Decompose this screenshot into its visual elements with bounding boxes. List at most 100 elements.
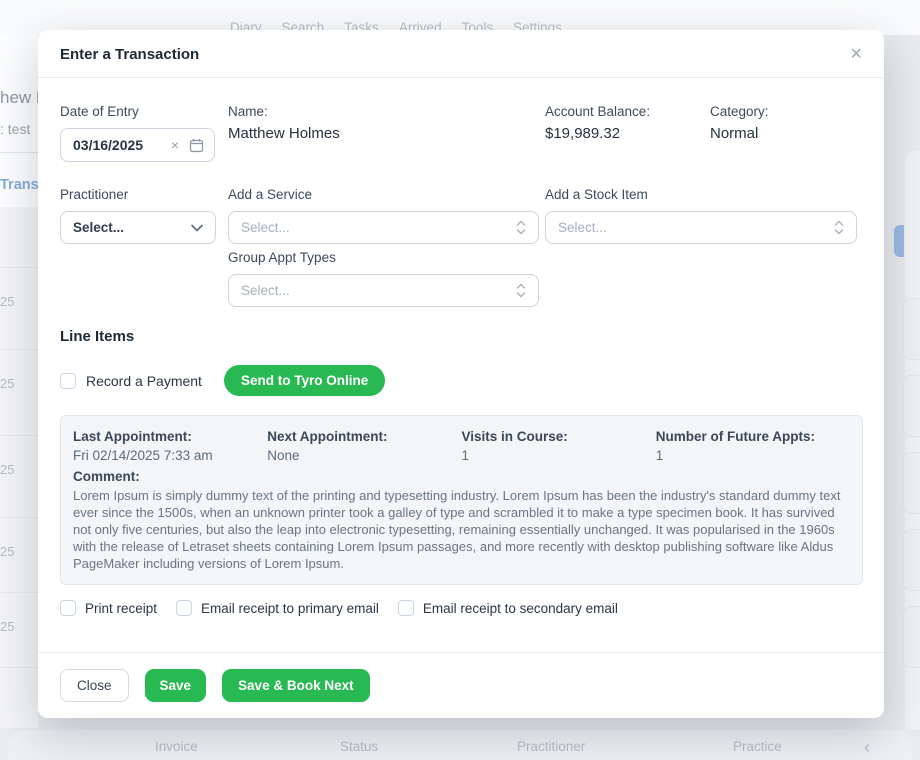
future-appts-value: 1 [655, 448, 664, 463]
service-select-placeholder: Select... [241, 220, 290, 235]
name-label: Name: [228, 104, 268, 119]
updown-chevrons-icon [516, 283, 526, 298]
name-field: Name: Matthew Holmes [228, 104, 545, 162]
last-appointment: Last Appointment: Fri 02/14/2025 7:33 am [73, 428, 267, 464]
background-row-edge [903, 298, 920, 360]
practitioner-field: Practitioner Select... [60, 187, 228, 244]
email-secondary-label[interactable]: Email receipt to secondary email [422, 600, 618, 616]
background-row-edge [903, 606, 920, 668]
service-field: Add a Service Select... [228, 187, 545, 244]
email-primary-checkbox[interactable] [176, 600, 193, 616]
save-and-book-next-button[interactable]: Save & Book Next [222, 669, 370, 702]
group-appt-select[interactable]: Select... [228, 274, 539, 307]
chevron-down-icon [191, 224, 203, 232]
stock-item-label: Add a Stock Item [545, 187, 648, 202]
account-balance-field: Account Balance: $19,989.32 [545, 104, 710, 162]
background-row-edge [903, 375, 920, 437]
group-appt-select-placeholder: Select... [241, 283, 290, 298]
dialog-title: Enter a Transaction [60, 45, 200, 63]
background-row-edge [903, 529, 920, 591]
practitioner-select-value: Select... [73, 220, 125, 235]
email-secondary-checkbox[interactable] [397, 600, 414, 616]
close-icon[interactable]: × [850, 43, 862, 65]
last-appointment-label: Last Appointment: [73, 429, 192, 444]
save-button[interactable]: Save [144, 669, 207, 702]
background-topbar [0, 0, 920, 35]
print-receipt-label[interactable]: Print receipt [85, 600, 158, 616]
print-receipt-option: Print receipt [60, 600, 157, 616]
email-primary-option: Email receipt to primary email [176, 600, 379, 616]
group-appt-row: Group Appt Types Select... [60, 250, 863, 307]
group-appt-label: Group Appt Types [228, 250, 336, 265]
last-appointment-value: Fri 02/14/2025 7:33 am [73, 448, 213, 463]
transactions-tab-fragment[interactable]: Transa [0, 177, 47, 193]
line-items-heading: Line Items [60, 328, 135, 345]
close-button[interactable]: Close [60, 669, 129, 702]
enter-transaction-dialog: Enter a Transaction × Date of Entry 03/1… [38, 30, 884, 718]
practitioner-label: Practitioner [60, 187, 129, 202]
service-select[interactable]: Select... [228, 211, 539, 244]
calendar-icon[interactable] [189, 138, 204, 153]
comment-label: Comment: [73, 469, 140, 484]
category-label: Category: [710, 104, 769, 119]
row-divider [0, 435, 38, 436]
updown-chevrons-icon [516, 220, 526, 235]
updown-chevrons-icon [834, 220, 844, 235]
name-value: Matthew Holmes [228, 125, 340, 142]
account-balance-label: Account Balance: [545, 104, 651, 119]
date-input[interactable]: 03/16/2025 × [60, 128, 215, 162]
print-receipt-checkbox[interactable] [60, 600, 76, 616]
record-payment-checkbox[interactable] [60, 372, 76, 389]
date-of-entry-field: Date of Entry 03/16/2025 × [60, 104, 228, 162]
future-appts-label: Number of Future Appts: [655, 429, 815, 444]
date-of-entry-label: Date of Entry [60, 104, 139, 119]
next-appointment-label: Next Appointment: [267, 429, 388, 444]
column-header-practice: Practice [733, 739, 782, 754]
row-date-fragment: 25 [0, 544, 15, 559]
visits-in-course-value: 1 [461, 448, 470, 463]
send-to-tyro-button[interactable]: Send to Tyro Online [223, 365, 386, 396]
selectors-row: Practitioner Select... Add a Service Sel… [60, 187, 863, 244]
visits-in-course-label: Visits in Course: [461, 429, 568, 444]
comment-text: Lorem Ipsum is simply dummy text of the … [73, 488, 841, 571]
payment-row: Record a Payment Send to Tyro Online [60, 365, 863, 396]
left-divider [0, 152, 38, 153]
row-divider [0, 267, 38, 268]
patient-field-fragment: : test [0, 121, 31, 137]
next-appointment-value: None [267, 448, 300, 463]
chevron-left-icon[interactable]: ‹ [864, 737, 870, 757]
date-value[interactable]: 03/16/2025 [73, 137, 144, 153]
dialog-body: Date of Entry 03/16/2025 × Name: [38, 78, 884, 616]
future-appts: Number of Future Appts: 1 [656, 428, 850, 464]
next-appointment: Next Appointment: None [267, 428, 461, 464]
patient-name-fragment: hew H [0, 88, 49, 107]
service-label: Add a Service [228, 187, 313, 202]
stock-item-field: Add a Stock Item Select... [545, 187, 863, 244]
clear-date-icon[interactable]: × [170, 137, 179, 153]
background-left-card [0, 35, 38, 207]
dialog-header: Enter a Transaction × [38, 30, 884, 78]
receipt-options-row: Print receipt Email receipt to primary e… [60, 600, 863, 616]
background-blue-button-edge [894, 225, 904, 257]
row-divider [0, 517, 38, 518]
background-row-edge [903, 452, 920, 514]
practitioner-select[interactable]: Select... [60, 211, 216, 244]
email-primary-label[interactable]: Email receipt to primary email [201, 600, 379, 616]
account-balance-value: $19,989.32 [545, 125, 621, 142]
row-date-fragment: 25 [0, 462, 15, 477]
row-date-fragment: 25 [0, 376, 15, 391]
row-divider [0, 667, 38, 668]
stock-item-select[interactable]: Select... [545, 211, 857, 244]
row-divider [0, 592, 38, 593]
summary-grid: Last Appointment: Fri 02/14/2025 7:33 am… [73, 428, 850, 464]
stock-item-select-placeholder: Select... [558, 220, 607, 235]
column-header-status: Status [340, 739, 379, 754]
header-fields-row: Date of Entry 03/16/2025 × Name: [60, 104, 863, 162]
background-table-rows [0, 207, 38, 728]
visits-in-course: Visits in Course: 1 [462, 428, 656, 464]
record-payment-label[interactable]: Record a Payment [86, 372, 202, 389]
dialog-footer: Close Save Save & Book Next [38, 652, 884, 718]
category-field: Category: Normal [710, 104, 863, 162]
email-secondary-option: Email receipt to secondary email [397, 600, 618, 616]
category-value: Normal [710, 125, 759, 142]
